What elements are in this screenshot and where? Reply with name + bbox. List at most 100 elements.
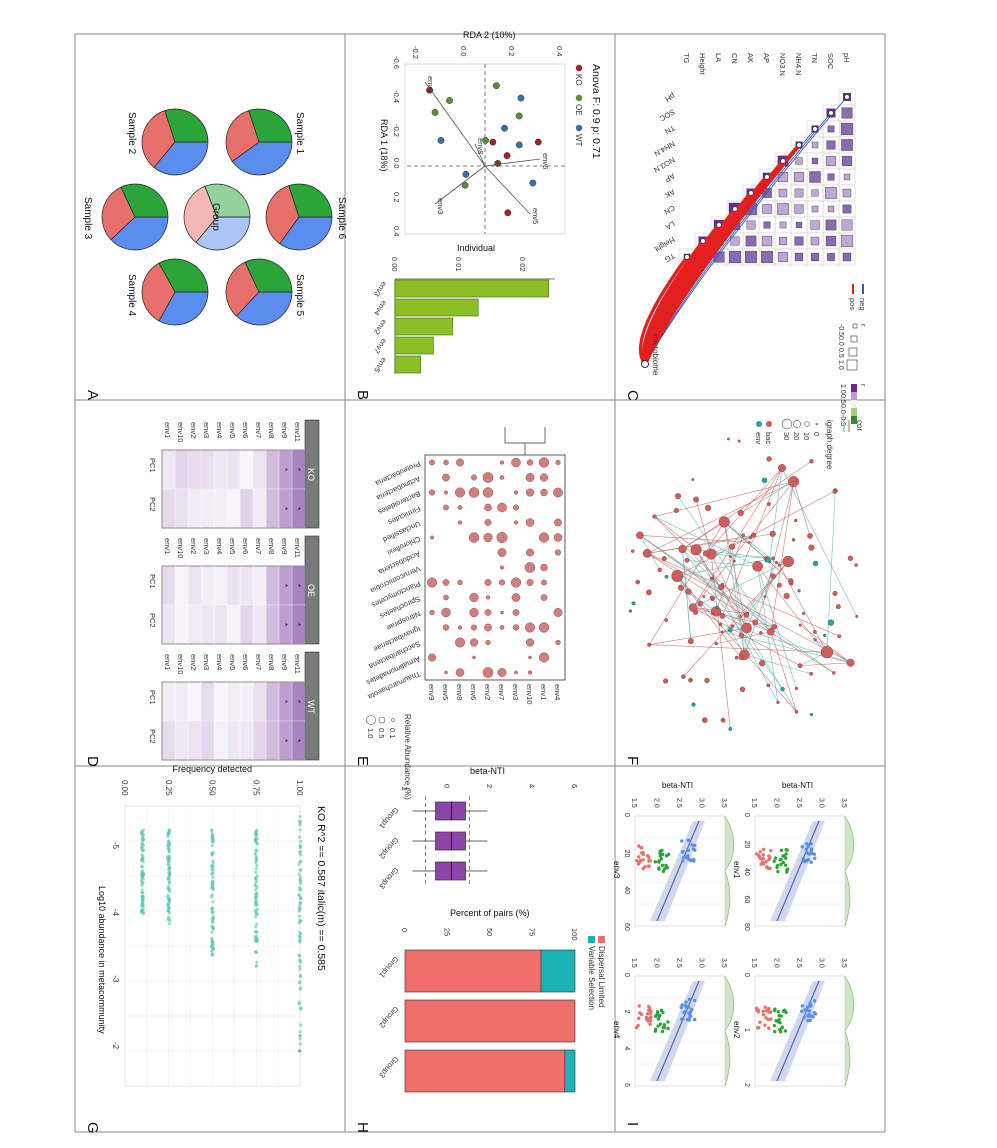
corr-square	[841, 155, 853, 167]
rda-arrow	[484, 158, 541, 167]
rda-point	[501, 124, 508, 132]
reg-point	[805, 1005, 810, 1009]
net-edge	[647, 534, 754, 554]
bubble	[555, 459, 561, 466]
corr-square	[761, 251, 773, 263]
mantel-end-4	[780, 158, 786, 164]
reg-ytick: 2.0	[653, 958, 660, 968]
pie-sample-2	[141, 108, 209, 176]
net-edge	[723, 521, 747, 629]
rda-arrow	[484, 165, 531, 215]
net-legend-degree: igraph.degree	[825, 420, 834, 470]
heat-row-label: env5	[228, 422, 237, 438]
net-edge	[710, 554, 731, 729]
reg-point	[767, 857, 771, 862]
rda-xtick-1: -0.4	[392, 90, 401, 103]
heat-star: *	[280, 507, 289, 510]
net-edge	[740, 481, 794, 514]
bubble	[483, 532, 493, 543]
reg-point	[656, 1024, 660, 1028]
ncm-point	[299, 868, 303, 872]
stack-legend-swatch-0	[598, 936, 605, 943]
net-node	[832, 590, 838, 596]
net-edge	[677, 575, 797, 712]
bubble	[553, 533, 563, 542]
box-tick-0: -2	[400, 784, 409, 791]
ncm-point	[139, 879, 144, 883]
bubble	[512, 609, 520, 616]
reg-point	[773, 1007, 777, 1011]
legend-r-label2: r	[859, 384, 868, 387]
ncm-point	[298, 959, 302, 963]
legend-grad-2	[851, 400, 857, 408]
ncm-point	[298, 879, 302, 883]
net-edge	[647, 481, 794, 554]
pie-sample-6-slice-0	[279, 216, 333, 251]
ncm-xtick-1: -4	[111, 909, 120, 917]
heat-row-label: env4	[215, 422, 224, 438]
ncm-point	[254, 902, 258, 906]
rda-legend-dot-ko	[575, 64, 583, 72]
reg-point	[778, 1020, 782, 1025]
ncm-point	[254, 950, 258, 954]
bubble	[429, 459, 435, 466]
reg-point	[767, 1026, 771, 1030]
reg-point	[808, 1001, 812, 1005]
heat-cell	[239, 488, 254, 529]
reg-point	[635, 858, 639, 863]
net-node	[855, 614, 859, 618]
ncm-point	[210, 864, 214, 868]
bubble	[457, 625, 463, 630]
heat-cell	[265, 488, 280, 529]
heat-row-label: env9	[280, 654, 289, 670]
reg-point	[761, 847, 766, 852]
net-node	[837, 634, 842, 639]
heat-cell	[174, 681, 189, 722]
net-node	[664, 574, 669, 579]
heat-cell	[187, 488, 202, 529]
heat-cell	[226, 604, 241, 645]
bubble	[513, 490, 519, 495]
reg-point	[801, 857, 805, 861]
net-node	[652, 514, 657, 519]
net-edge	[639, 535, 748, 614]
net-node	[809, 459, 814, 464]
reg-point	[800, 845, 804, 849]
net-node	[832, 489, 837, 494]
corr-col-label-1: SOC	[657, 107, 676, 123]
ncm-point	[211, 859, 215, 863]
ncm-point	[255, 930, 259, 934]
net-node	[763, 595, 767, 599]
net-node	[642, 549, 652, 558]
ncm-point	[211, 868, 215, 872]
rda-point	[426, 86, 433, 94]
reg-point	[638, 1011, 642, 1015]
ncm-point	[255, 922, 259, 926]
heat-cell	[174, 604, 189, 645]
corr-square	[827, 205, 835, 213]
heat-col-label: PC1	[148, 458, 157, 473]
heat-cell	[226, 720, 241, 761]
ncm-xtick-0: -5	[111, 842, 120, 850]
ncm-point	[140, 888, 144, 892]
rda-ytick-3: -0.2	[411, 46, 420, 59]
heat-cell	[200, 449, 215, 490]
panel-d-heatmap: KO env11 * * env9 * * env8 env7 env6 env5 env4 env3 e…	[148, 419, 320, 761]
net-edge	[826, 490, 836, 653]
box-Group2	[435, 831, 466, 851]
net-node	[759, 631, 763, 635]
net-node	[769, 530, 776, 537]
corr-row-label-4: NO3.N	[778, 53, 787, 76]
heat-cell	[174, 488, 189, 529]
reg-point	[776, 869, 780, 874]
reg-point	[680, 850, 685, 854]
corr-col-label-6: AK	[663, 187, 676, 200]
heat-cell	[239, 565, 254, 606]
net-edge	[770, 481, 794, 632]
ncm-point	[298, 875, 302, 879]
net-node	[703, 550, 710, 557]
microbiome-node	[641, 360, 649, 368]
rda-legend-dot-oe	[575, 94, 583, 102]
ncm-point	[298, 814, 302, 819]
corr-row-label-1: SOC	[826, 53, 835, 70]
